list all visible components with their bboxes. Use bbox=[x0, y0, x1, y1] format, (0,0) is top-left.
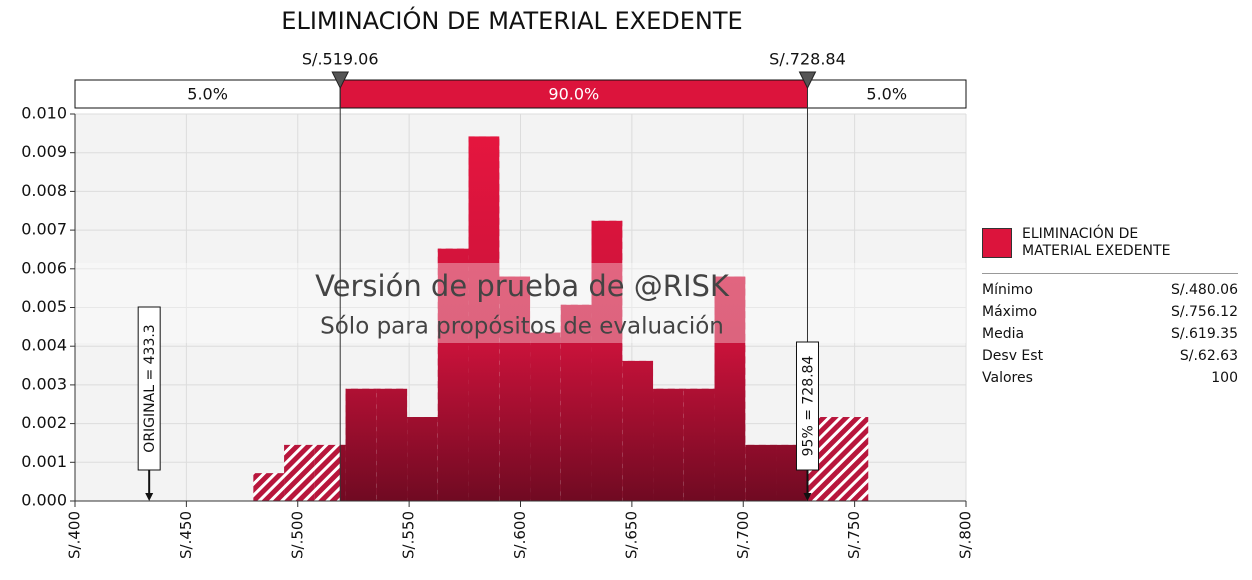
stat-value: S/.480.06 bbox=[1170, 282, 1238, 298]
region-label: 90.0% bbox=[548, 85, 599, 104]
y-tick-label: 0.000 bbox=[21, 491, 67, 510]
x-tick-label: S/.750 bbox=[845, 511, 863, 559]
bar bbox=[376, 388, 408, 501]
stat-label: Media bbox=[982, 326, 1025, 342]
y-tick-label: 0.002 bbox=[21, 413, 67, 432]
bar bbox=[345, 388, 377, 501]
legend-label: ELIMINACIÓN DE MATERIAL EXEDENTE bbox=[1022, 226, 1171, 259]
stat-value: S/.619.35 bbox=[1170, 326, 1238, 342]
bar bbox=[468, 136, 500, 502]
delimiter-label: S/.519.06 bbox=[302, 50, 379, 69]
stats-row: Media S/.619.35 bbox=[982, 326, 1238, 348]
watermark: Sólo para propósitos de evaluación bbox=[320, 314, 724, 340]
watermark-band bbox=[75, 263, 966, 343]
y-tick-label: 0.005 bbox=[21, 297, 67, 316]
delimiter-handle bbox=[331, 71, 350, 90]
bar bbox=[591, 220, 623, 501]
y-tick-label: 0.007 bbox=[21, 220, 67, 239]
bar bbox=[253, 473, 285, 501]
bar bbox=[837, 417, 869, 501]
stat-label: Valores bbox=[982, 370, 1033, 386]
x-tick-label: S/.450 bbox=[177, 511, 195, 559]
x-tick-label: S/.500 bbox=[288, 511, 306, 559]
annotation-label: 95% = 728.84 bbox=[800, 356, 816, 457]
stat-value: 100 bbox=[1211, 370, 1238, 386]
y-tick-label: 0.001 bbox=[21, 452, 67, 471]
bar bbox=[437, 248, 469, 501]
stat-label: Mínimo bbox=[982, 282, 1033, 298]
annotation-arrowhead bbox=[803, 493, 812, 501]
chart-title: ELIMINACIÓN DE MATERIAL EXEDENTE bbox=[281, 5, 742, 35]
delimiter-label: S/.728.84 bbox=[769, 50, 846, 69]
bar bbox=[340, 444, 346, 501]
y-tick-label: 0.006 bbox=[21, 258, 67, 277]
annotation-box bbox=[137, 306, 161, 471]
chart: ELIMINACIÓN DE MATERIAL EXEDENTE S/.400 S… bbox=[21, 5, 975, 559]
annotation-label: ORIGINAL = 433.3 bbox=[142, 324, 158, 452]
x-tick-label: S/.700 bbox=[734, 511, 752, 559]
watermark: Versión de prueba de @RISK bbox=[315, 269, 730, 303]
bar bbox=[530, 332, 561, 501]
x-tick-label: S/.400 bbox=[66, 511, 84, 559]
bar bbox=[284, 444, 315, 501]
region bbox=[339, 79, 808, 109]
x-tick-label: S/.650 bbox=[622, 511, 640, 559]
stats-table: Mínimo S/.480.06 Máximo S/.756.12 Media S/.61… bbox=[982, 273, 1238, 392]
x-tick-label: S/.550 bbox=[400, 511, 418, 559]
y-tick-label: 0.004 bbox=[21, 336, 67, 355]
stats-row: Valores 100 bbox=[982, 370, 1238, 392]
bar bbox=[622, 360, 654, 501]
stats-row: Desv Est S/.62.63 bbox=[982, 348, 1238, 370]
stat-value: S/.756.12 bbox=[1170, 304, 1238, 320]
y-tick-label: 0.009 bbox=[21, 142, 67, 161]
region bbox=[74, 79, 341, 109]
region-label: 5.0% bbox=[866, 85, 907, 104]
bar bbox=[683, 388, 715, 501]
bar bbox=[714, 276, 746, 501]
y-tick-label: 0.008 bbox=[21, 181, 67, 200]
y-tick-label: 0.010 bbox=[21, 104, 67, 123]
annotation-box bbox=[795, 341, 819, 471]
bar bbox=[745, 444, 777, 501]
bar bbox=[653, 388, 684, 501]
x-tick-label: S/.800 bbox=[957, 511, 975, 559]
region-label: 5.0% bbox=[187, 85, 228, 104]
stat-value: S/.62.63 bbox=[1179, 348, 1238, 364]
delimiter-handle bbox=[798, 71, 817, 90]
bar bbox=[407, 417, 438, 501]
bar bbox=[499, 276, 531, 501]
y-tick-label: 0.003 bbox=[21, 374, 67, 393]
legend-swatch bbox=[982, 228, 1012, 258]
stat-label: Desv Est bbox=[982, 348, 1044, 364]
stat-label: Máximo bbox=[982, 304, 1038, 320]
x-tick-label: S/.600 bbox=[511, 511, 529, 559]
annotation-arrowhead bbox=[145, 493, 154, 501]
bar bbox=[560, 304, 592, 501]
stats-row: Mínimo S/.480.06 bbox=[982, 282, 1238, 304]
stats-row: Máximo S/.756.12 bbox=[982, 304, 1238, 326]
